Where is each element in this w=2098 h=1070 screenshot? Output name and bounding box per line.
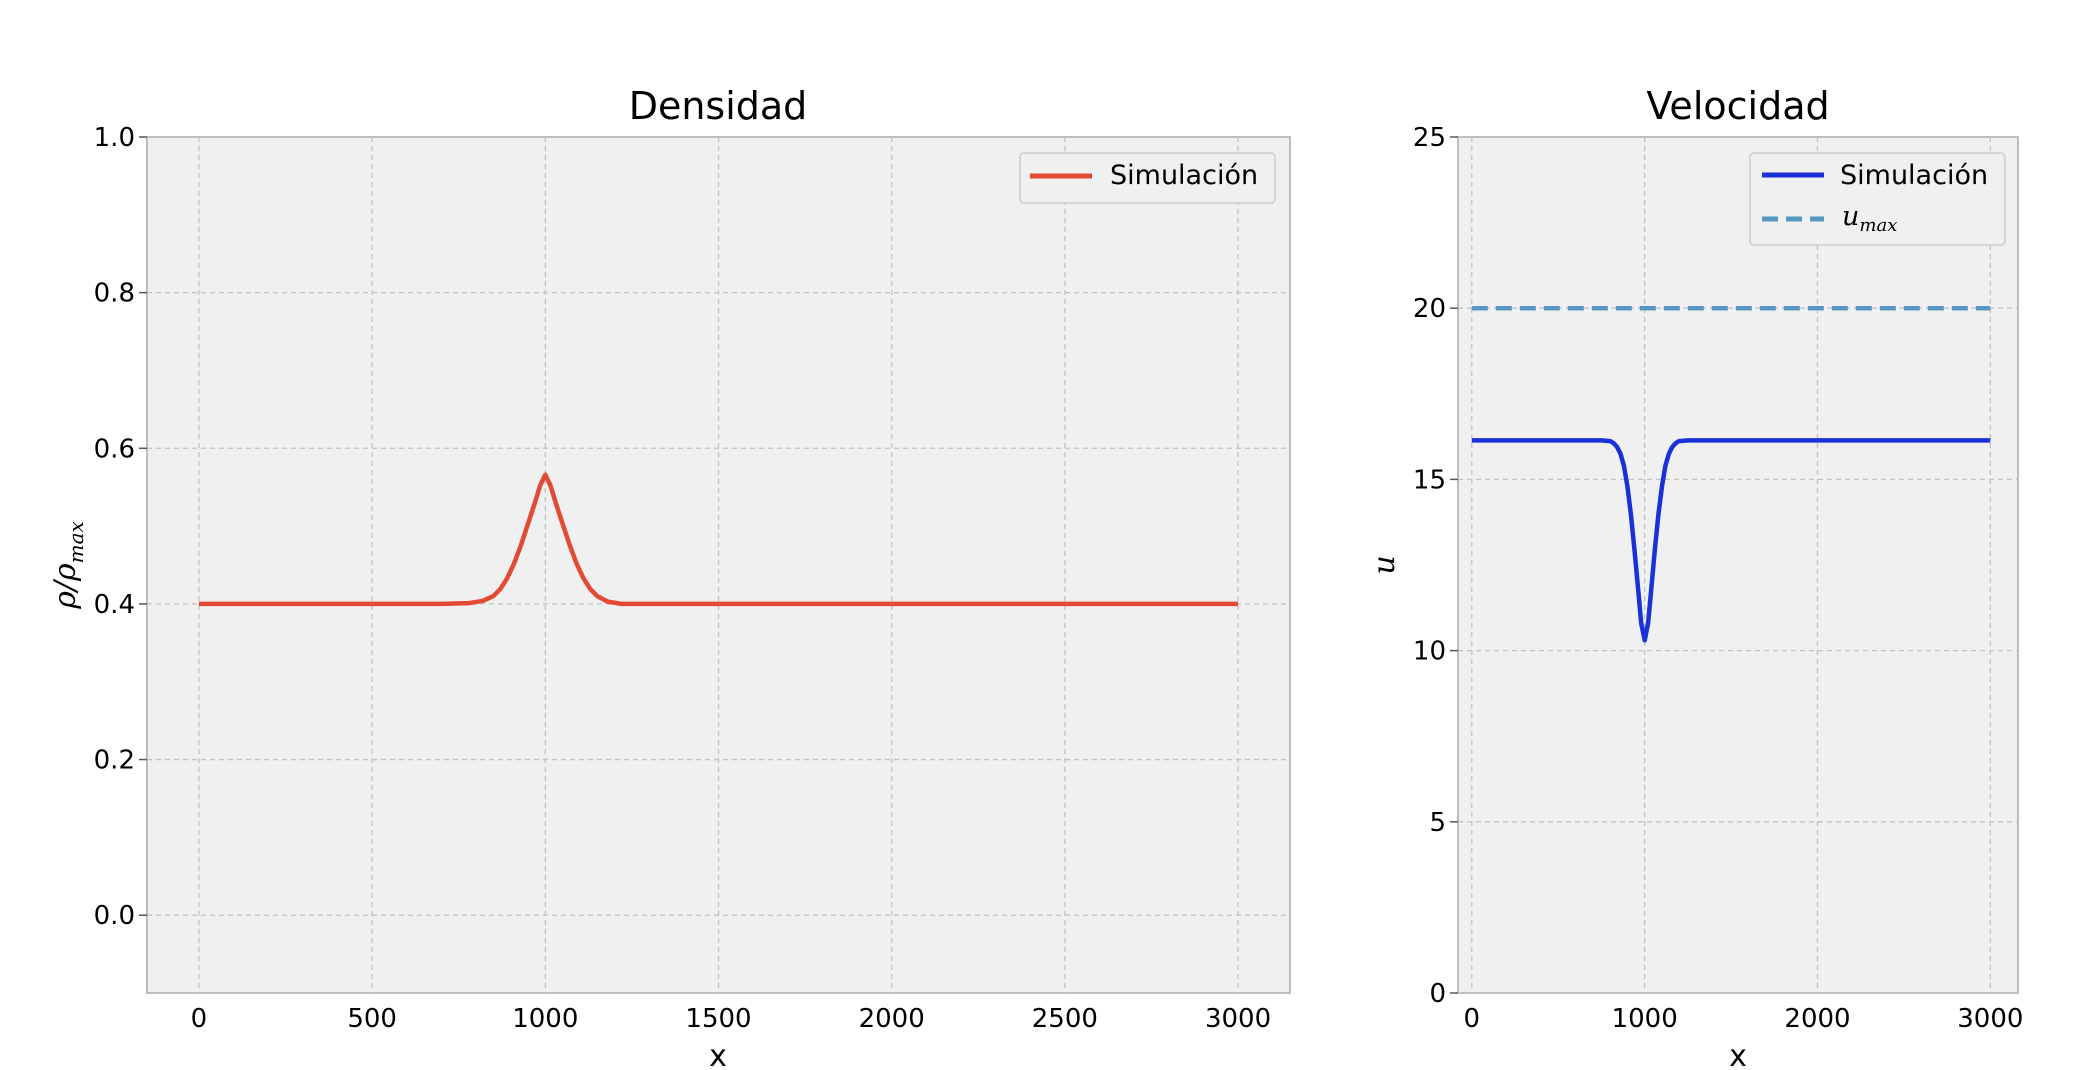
velocity-y-axis-label: u bbox=[1367, 555, 1402, 574]
density-x-tick-label: 2000 bbox=[859, 1004, 925, 1034]
velocity-legend: Simulación umax bbox=[1749, 152, 2006, 246]
velocity-ticks: 0 1000 2000 3000 0 5 10 15 20 25 bbox=[1413, 123, 2024, 1034]
velocity-x-tick-label: 1000 bbox=[1612, 1004, 1678, 1034]
density-x-tick-label: 3000 bbox=[1205, 1004, 1271, 1034]
density-y-tick-label: 1.0 bbox=[94, 123, 135, 153]
velocity-x-tick-label: 3000 bbox=[1957, 1004, 2023, 1034]
density-series bbox=[199, 472, 1238, 607]
velocity-y-tick-label: 0 bbox=[1429, 979, 1446, 1009]
density-y-axis-label-sub: max bbox=[64, 521, 88, 563]
density-ticks: 0 500 1000 1500 2000 2500 3000 0.0 0.2 0.4 0.6 0.8 1… bbox=[94, 123, 1271, 1034]
density-x-tick-label: 500 bbox=[347, 1004, 397, 1034]
density-x-tick-label: 2500 bbox=[1032, 1004, 1098, 1034]
density-legend-box bbox=[1019, 152, 1276, 204]
velocity-series bbox=[1471, 305, 1991, 643]
density-series-line-0 bbox=[199, 472, 1238, 607]
velocity-panel: 0 1000 2000 3000 0 5 10 15 20 25 Velocidad x u Si… bbox=[1367, 84, 2023, 1070]
velocity-y-axis-label-base: u bbox=[1367, 555, 1402, 574]
umax-sub: max bbox=[1859, 215, 1897, 236]
density-x-axis-label: x bbox=[709, 1039, 727, 1070]
velocity-title: Velocidad bbox=[1646, 84, 1829, 128]
density-grid bbox=[147, 136, 1290, 993]
velocity-y-tick-label: 10 bbox=[1413, 637, 1446, 667]
velocity-grid bbox=[1458, 136, 2018, 994]
density-x-tick-label: 0 bbox=[191, 1004, 208, 1034]
density-y-tick-label: 0.2 bbox=[94, 746, 135, 776]
density-y-tick-label: 0.0 bbox=[94, 901, 135, 931]
velocity-legend-label-simulacion: Simulación bbox=[1840, 160, 1988, 191]
velocity-x-tick-label: 0 bbox=[1464, 1004, 1481, 1034]
density-y-tick-label: 0.6 bbox=[94, 434, 135, 464]
density-y-tick-label: 0.4 bbox=[94, 590, 135, 620]
density-legend-label: Simulación bbox=[1110, 160, 1258, 191]
density-y-axis-label-base: ρ/ρ bbox=[48, 563, 83, 610]
density-panel: 0 500 1000 1500 2000 2500 3000 0.0 0.2 0.4 0.6 0.8 1… bbox=[48, 84, 1291, 1070]
velocity-x-tick-label: 2000 bbox=[1784, 1004, 1850, 1034]
umax-base: u bbox=[1842, 201, 1859, 232]
velocity-plot-area bbox=[1457, 136, 2019, 994]
density-x-tick-label: 1000 bbox=[512, 1004, 578, 1034]
velocity-y-tick-label: 5 bbox=[1429, 808, 1446, 838]
velocity-y-tick-label: 25 bbox=[1413, 123, 1446, 153]
density-y-tick-label: 0.8 bbox=[94, 279, 135, 309]
density-x-tick-label: 1500 bbox=[685, 1004, 751, 1034]
velocity-y-tick-label: 20 bbox=[1413, 294, 1446, 324]
density-title: Densidad bbox=[629, 84, 808, 128]
velocity-series-line-0 bbox=[1471, 438, 1991, 643]
velocity-y-tick-label: 15 bbox=[1413, 465, 1446, 495]
velocity-legend-label-umax: umax bbox=[1842, 201, 1897, 236]
density-legend: Simulación bbox=[1019, 152, 1276, 204]
density-y-axis-label: ρ/ρmax bbox=[48, 521, 88, 610]
velocity-x-axis-label: x bbox=[1729, 1039, 1747, 1070]
